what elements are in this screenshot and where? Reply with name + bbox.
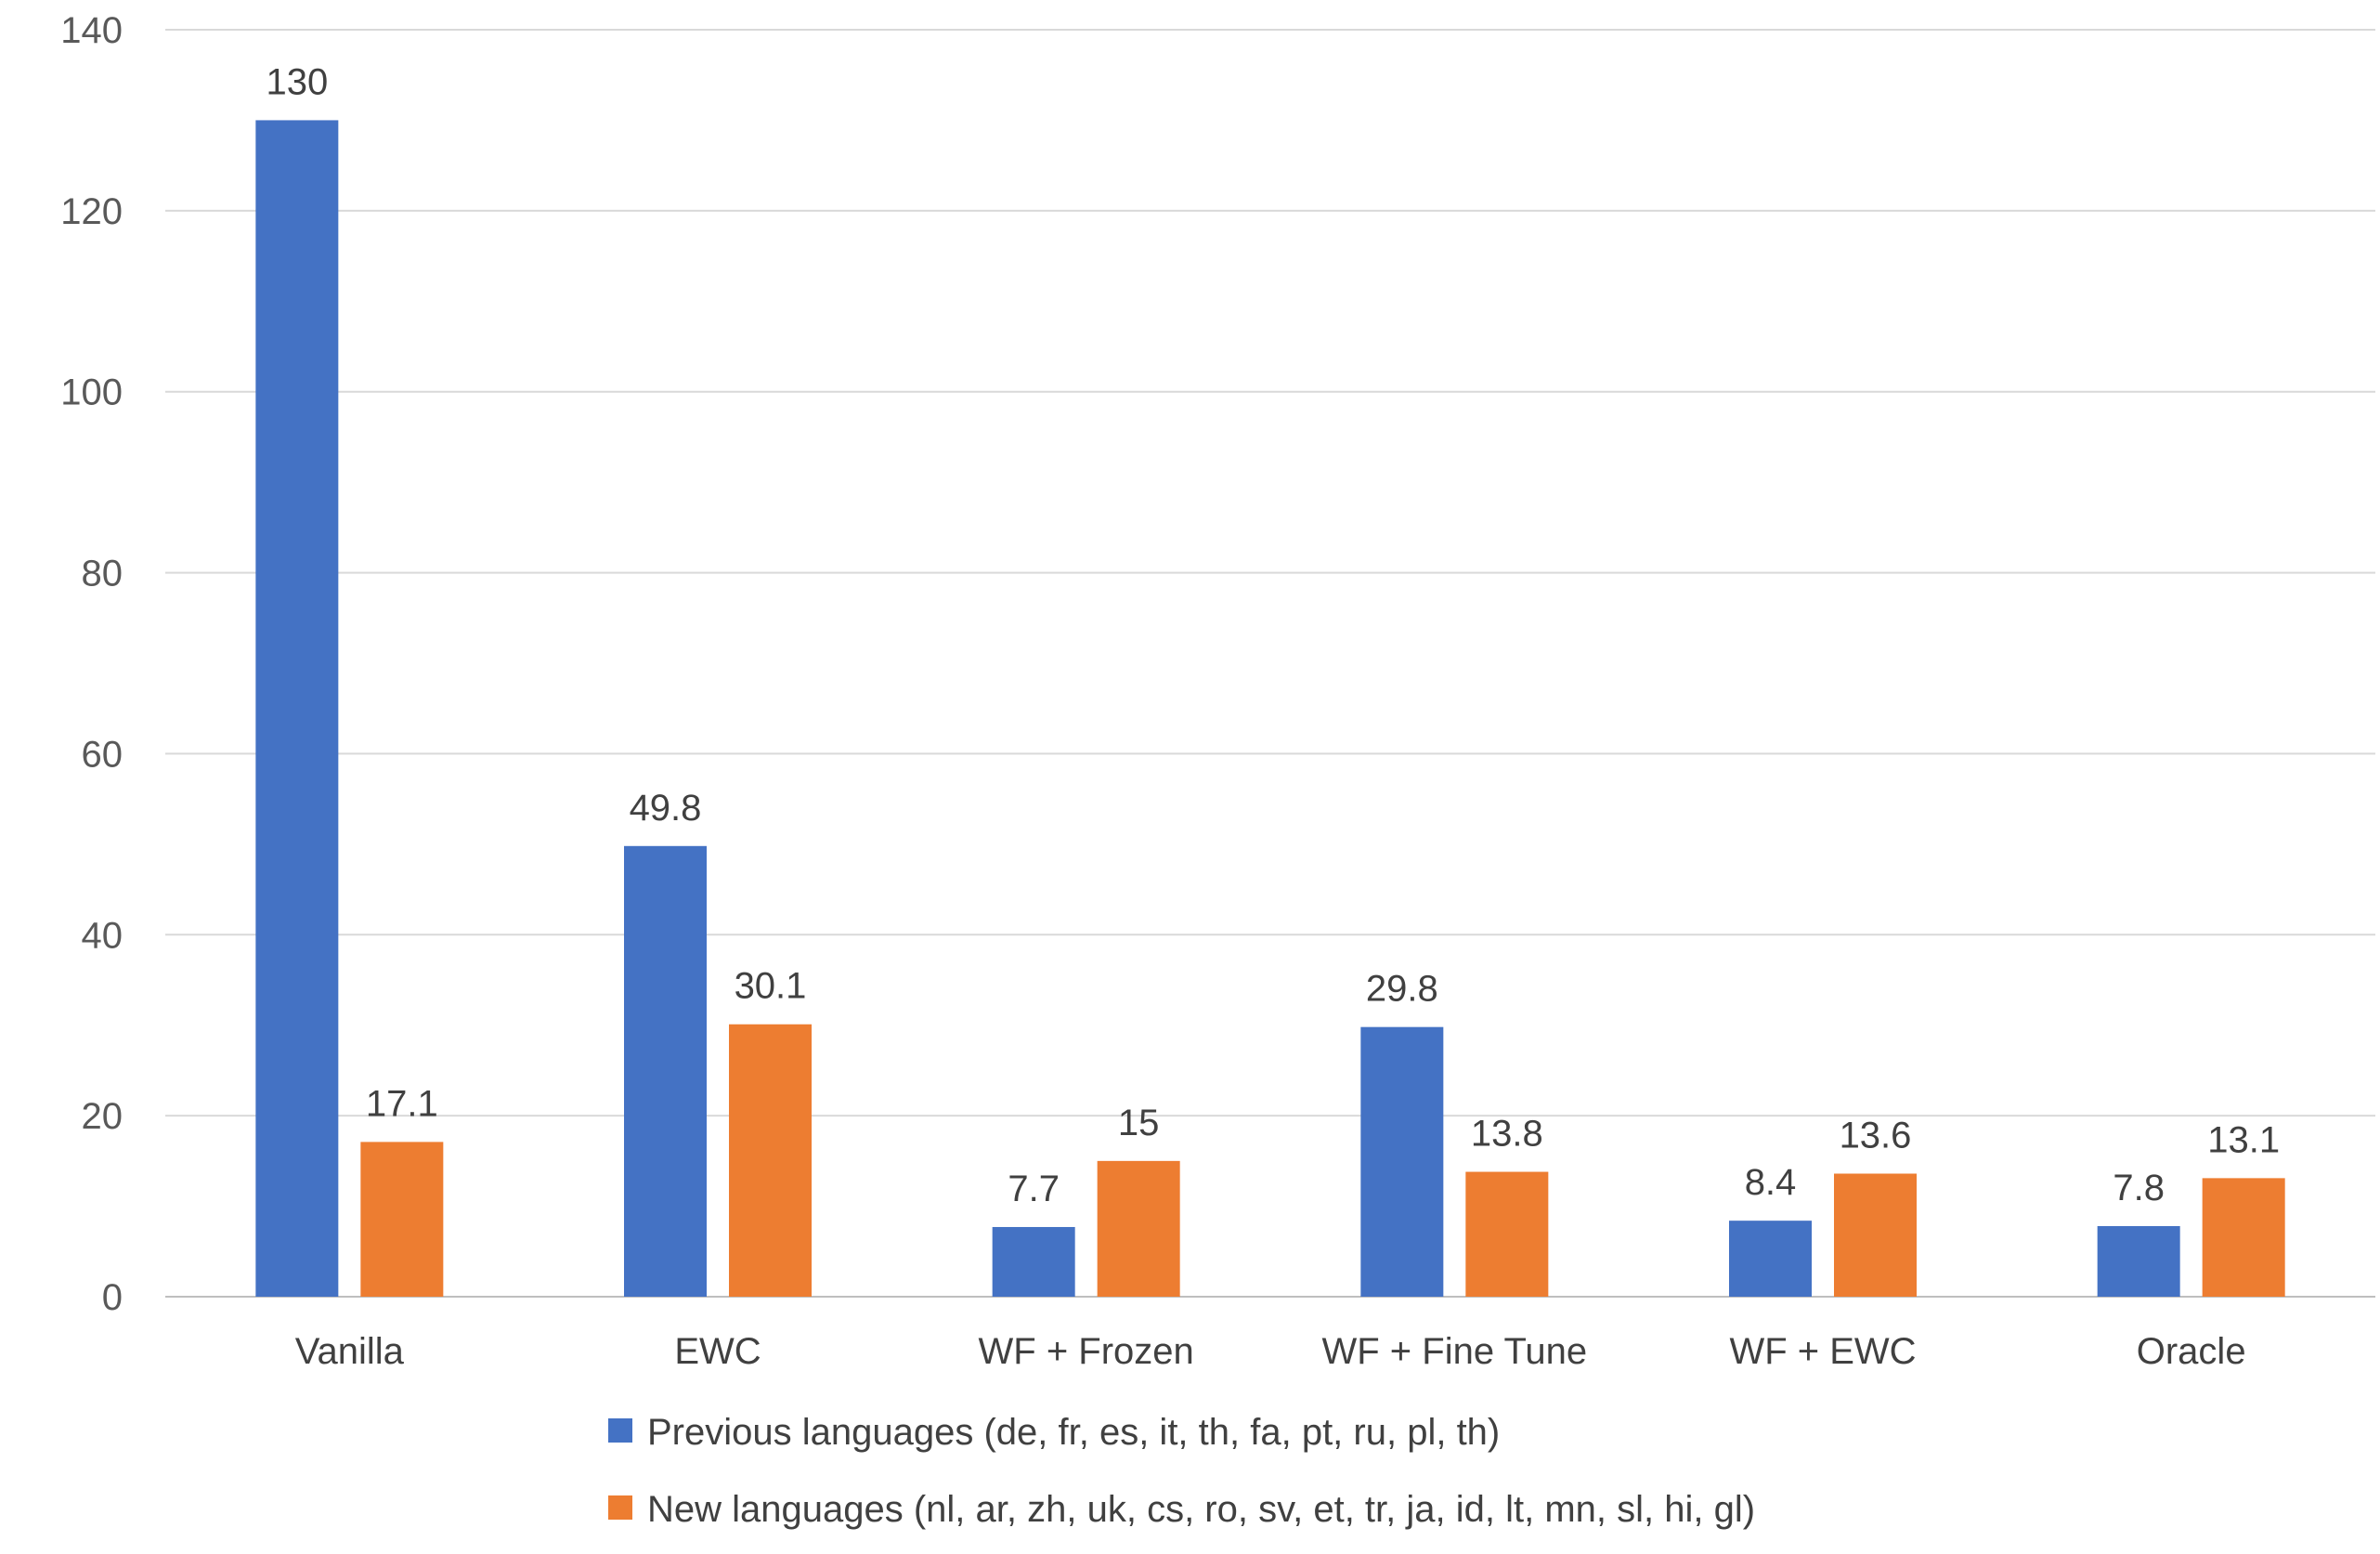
- bar-previous-3: [1360, 1026, 1444, 1297]
- bar-previous-2: [992, 1226, 1075, 1297]
- data-label: 8.4: [1745, 1162, 1797, 1203]
- bar-previous-4: [1729, 1221, 1812, 1297]
- y-tick-label: 40: [82, 915, 124, 956]
- data-label: 49.8: [630, 788, 702, 829]
- x-tick-label: Vanilla: [295, 1331, 405, 1372]
- y-tick-label: 0: [102, 1277, 123, 1318]
- x-tick-label: WF + Fine Tune: [1321, 1331, 1587, 1372]
- x-tick-label: WF + Frozen: [979, 1331, 1194, 1372]
- y-tick-label: 120: [60, 191, 123, 232]
- bar-new-3: [1465, 1171, 1549, 1297]
- legend-swatch: [608, 1495, 632, 1520]
- bar-previous-0: [255, 120, 339, 1297]
- data-label: 7.7: [1008, 1169, 1060, 1209]
- data-label: 13.8: [1471, 1114, 1543, 1155]
- data-labels: 130 17.1 49.8 30.1 7.7 15 29.8 13.8 8.4 13.6 7.8 13…: [266, 61, 2280, 1209]
- y-tick-label: 100: [60, 372, 123, 413]
- y-tick-label: 20: [82, 1096, 124, 1137]
- bar-new-1: [729, 1024, 812, 1297]
- x-axis: Vanilla EWC WF + Frozen WF + Fine Tune WF + …: [295, 1331, 2246, 1372]
- legend: Previous languages (de, fr, es, it, th, …: [608, 1412, 1755, 1530]
- x-tick-label: EWC: [674, 1331, 761, 1372]
- y-tick-label: 60: [82, 734, 124, 775]
- x-tick-label: WF + EWC: [1729, 1331, 1916, 1372]
- y-tick-label: 80: [82, 554, 124, 594]
- data-label: 13.1: [2207, 1119, 2280, 1160]
- bar-new-5: [2202, 1178, 2285, 1297]
- y-tick-label: 140: [60, 10, 123, 51]
- legend-label: New languages (nl, ar, zh, uk, cs, ro, s…: [647, 1489, 1755, 1530]
- bar-new-0: [360, 1142, 444, 1297]
- legend-label: Previous languages (de, fr, es, it, th, …: [647, 1412, 1500, 1453]
- data-label: 7.8: [2113, 1168, 2165, 1208]
- bar-new-2: [1097, 1160, 1180, 1297]
- x-tick-label: Oracle: [2137, 1331, 2246, 1372]
- gridlines: [165, 29, 2375, 1298]
- bars: [255, 120, 2285, 1297]
- bar-previous-1: [624, 845, 707, 1297]
- data-label: 15: [1118, 1103, 1160, 1143]
- data-label: 13.6: [1840, 1115, 1912, 1156]
- bar-new-4: [1834, 1173, 1917, 1297]
- data-label: 29.8: [1366, 969, 1438, 1010]
- bar-previous-5: [2097, 1226, 2180, 1297]
- y-axis: 0 20 40 60 80 100 120 140: [60, 10, 123, 1318]
- legend-swatch: [608, 1418, 632, 1443]
- data-label: 30.1: [735, 966, 807, 1007]
- data-label: 17.1: [366, 1083, 438, 1124]
- data-label: 130: [266, 61, 328, 102]
